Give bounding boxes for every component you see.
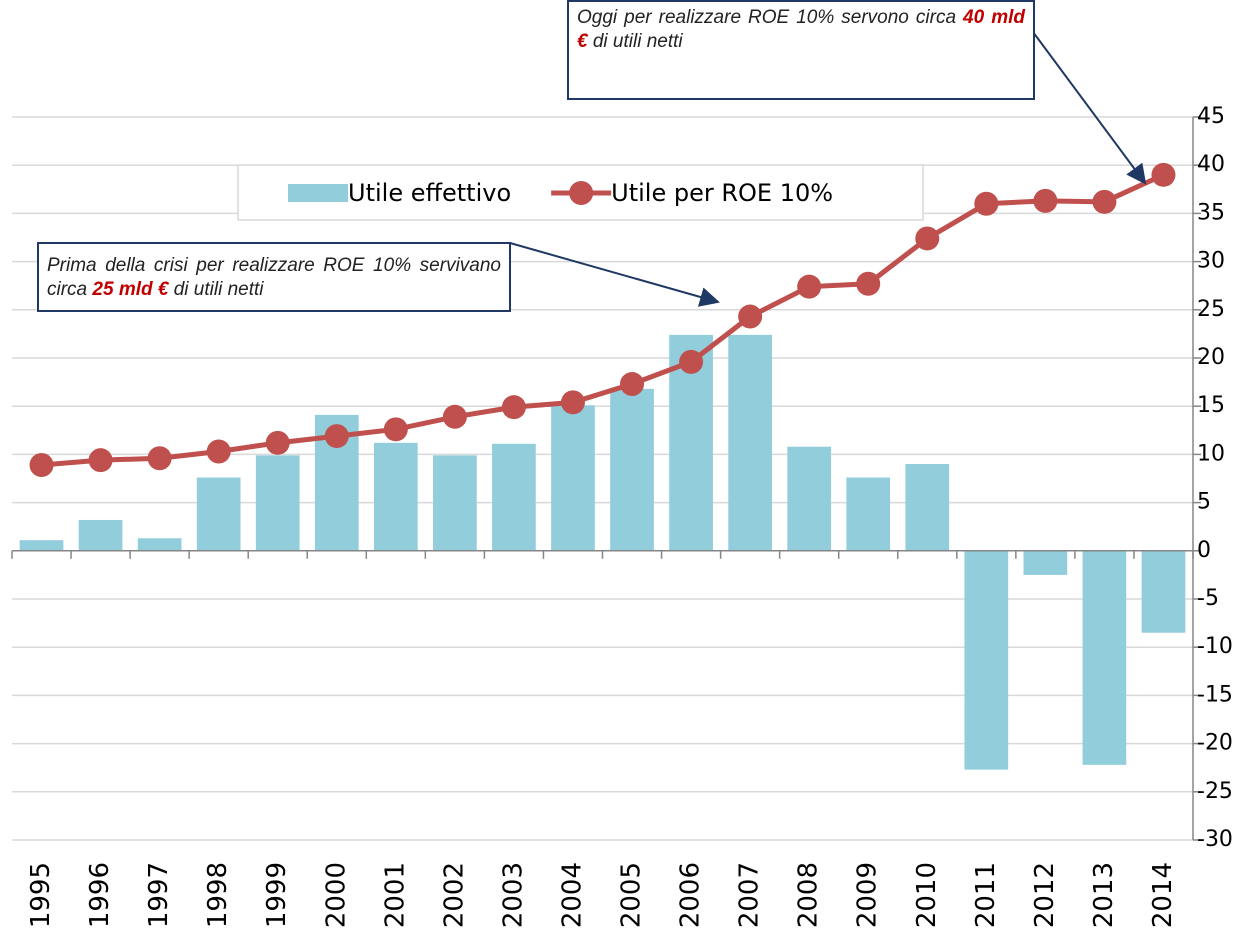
line-marker [1151, 162, 1176, 187]
y-tick-label: -25 [1197, 779, 1233, 804]
x-tick-label: 1998 [203, 862, 233, 928]
y-tick-label: 40 [1197, 152, 1225, 177]
y-tick-label: 5 [1197, 490, 1211, 515]
bar [137, 538, 182, 551]
y-tick-label: 20 [1197, 345, 1225, 370]
x-tick-label: 2000 [321, 862, 351, 928]
x-tick-label: 2003 [498, 862, 528, 928]
line-marker [1033, 188, 1058, 213]
line-marker [29, 453, 54, 478]
line-marker [206, 439, 231, 464]
line-marker [915, 226, 940, 251]
bar [492, 443, 536, 551]
annotation-text: Prima della crisi per realizzare ROE 10%… [47, 255, 501, 300]
y-tick-label: 30 [1197, 249, 1225, 274]
x-tick-label: 1995 [26, 862, 56, 928]
y-tick-label: -5 [1197, 586, 1219, 611]
y-tick-label: 35 [1197, 200, 1225, 225]
line-marker [265, 430, 290, 455]
y-tick-label: -15 [1197, 682, 1233, 707]
bar [905, 464, 950, 551]
bar [78, 519, 123, 551]
x-tick-label: 2012 [1030, 862, 1060, 928]
bar [787, 446, 832, 551]
bar [964, 550, 1009, 770]
line-marker [679, 349, 704, 374]
x-tick-label: 2009 [853, 862, 883, 928]
arrow [1012, 4, 1147, 185]
bar [196, 477, 241, 551]
x-tick-label: 1997 [144, 862, 174, 928]
bar [255, 455, 300, 551]
bar [846, 477, 891, 551]
x-tick-label: 2001 [380, 862, 410, 928]
x-tick-label: 2004 [557, 862, 587, 928]
y-tick-label: -30 [1197, 827, 1233, 852]
x-tick-label: 2011 [971, 862, 1001, 928]
line-marker [442, 404, 467, 429]
bar [610, 388, 654, 551]
x-tick-label: 2008 [794, 862, 824, 928]
annotation-text: Oggi per realizzare ROE 10% servono circ… [577, 7, 964, 28]
y-tick-label: 10 [1197, 441, 1225, 466]
line-marker [560, 390, 585, 415]
y-tick-label: -10 [1197, 634, 1233, 659]
line-marker [88, 448, 113, 473]
y-tick-label: 0 [1197, 538, 1211, 563]
bar [433, 455, 477, 551]
line-marker [501, 395, 526, 420]
y-tick-label: 15 [1197, 393, 1225, 418]
line-marker [147, 446, 172, 471]
y-tick-label: 45 [1197, 104, 1225, 129]
x-tick-label: 1999 [262, 862, 292, 928]
line-marker [974, 191, 999, 216]
x-tick-label: 2005 [617, 862, 647, 928]
x-tick-label: 2010 [912, 862, 942, 928]
annotation-text: di utili netti [168, 279, 264, 300]
bar [373, 442, 418, 551]
line-marker [383, 417, 408, 442]
line-marker [738, 304, 763, 329]
annotation-text: di utili netti [587, 31, 683, 52]
line-marker [324, 424, 349, 449]
annotation-highlight: 40 mld € [577, 7, 1025, 52]
annotation-highlight: 25 mld € [92, 279, 169, 300]
bar [1082, 550, 1127, 765]
x-tick-label: 2014 [1148, 862, 1178, 928]
annotation: Oggi per realizzare ROE 10% servono circ… [567, 0, 1035, 100]
bar [1141, 550, 1186, 633]
legend-label: Utile effettivo [348, 179, 511, 207]
x-tick-label: 2013 [1089, 862, 1119, 928]
line-marker [620, 372, 645, 397]
bar [728, 334, 772, 551]
x-tick-label: 1996 [85, 862, 115, 928]
line-marker [797, 274, 822, 299]
bar [551, 405, 595, 551]
legend-swatch [569, 181, 594, 205]
x-tick-label: 2007 [735, 862, 765, 928]
line-marker [1092, 189, 1117, 214]
y-tick-label: 25 [1197, 297, 1225, 322]
arrow [509, 242, 720, 307]
x-tick-label: 2006 [676, 862, 706, 928]
legend-swatch [288, 184, 348, 202]
annotation: Prima della crisi per realizzare ROE 10%… [37, 242, 511, 312]
x-tick-label: 2002 [439, 862, 469, 928]
line-marker [856, 271, 881, 296]
y-tick-label: -20 [1197, 731, 1233, 756]
legend-label: Utile per ROE 10% [611, 179, 833, 207]
bar [19, 540, 64, 551]
bar [1023, 550, 1068, 575]
